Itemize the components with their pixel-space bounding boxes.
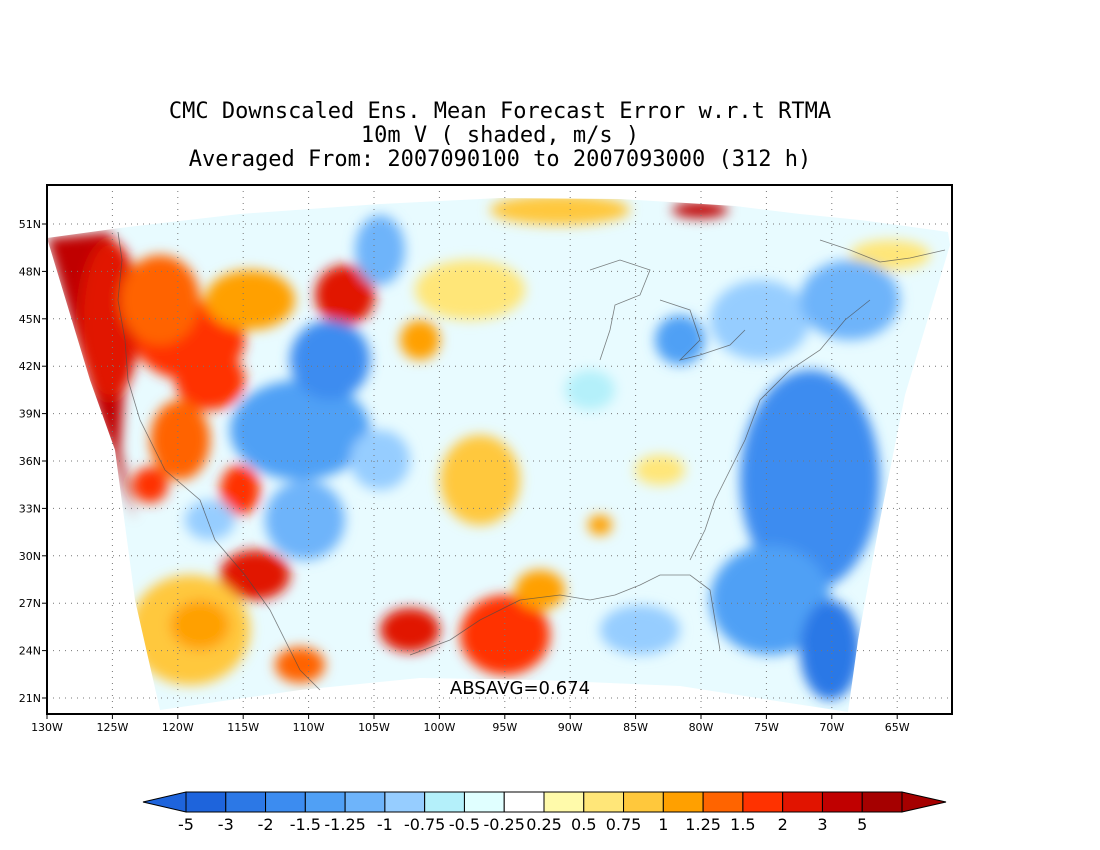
colorbar-box bbox=[543, 791, 585, 813]
colorbar-label: -3 bbox=[218, 815, 234, 834]
colorbar-labels: -5 -3 -2 -1.5 -1.25 -1 -0.75 -0.5 -0.25 0.25 0.5 0.… bbox=[178, 815, 867, 834]
lon-label: 100W bbox=[423, 721, 455, 734]
colorbar-label: -1.25 bbox=[324, 815, 365, 834]
colorbar-box bbox=[503, 791, 545, 813]
colorbar-label: 1.5 bbox=[730, 815, 755, 834]
colorbar-label: 3 bbox=[817, 815, 827, 834]
lat-label: 27N bbox=[19, 597, 41, 610]
lon-label: 115W bbox=[227, 721, 259, 734]
colorbar-label: -0.5 bbox=[449, 815, 480, 834]
absavg-annotation: ABSAVG=0.674 bbox=[450, 678, 590, 699]
colorbar-box bbox=[225, 791, 267, 813]
lat-label: 24N bbox=[19, 645, 41, 658]
lon-label: 85W bbox=[623, 721, 648, 734]
lat-label: 51N bbox=[19, 218, 41, 231]
longitude-labels: 130W 125W 120W 115W 110W 105W 100W 95W 90W 85W 80W… bbox=[31, 714, 910, 734]
colorbar-label: -2 bbox=[258, 815, 274, 834]
lat-label: 33N bbox=[19, 502, 41, 515]
coastlines bbox=[117, 231, 946, 691]
colorbar-label: -1.5 bbox=[290, 815, 321, 834]
title-block: CMC Downscaled Ens. Mean Forecast Error … bbox=[0, 100, 1000, 172]
lon-label: 110W bbox=[293, 721, 325, 734]
colorbar-box bbox=[185, 791, 227, 813]
colorbar-box bbox=[623, 791, 664, 813]
shaded-field bbox=[47, 198, 950, 712]
colorbar-box bbox=[782, 791, 823, 813]
lon-label: 130W bbox=[31, 721, 63, 734]
lat-label: 48N bbox=[19, 265, 41, 278]
colorbar-label: 2 bbox=[778, 815, 788, 834]
lat-label: 30N bbox=[19, 550, 41, 563]
colorbar-above-arrow bbox=[901, 791, 947, 813]
lon-label: 90W bbox=[558, 721, 583, 734]
lat-label: 42N bbox=[19, 360, 41, 373]
lon-label: 65W bbox=[885, 721, 910, 734]
lat-label: 21N bbox=[19, 692, 41, 705]
colorbar-box bbox=[424, 791, 465, 813]
colorbar-box bbox=[265, 791, 306, 813]
colorbar-label: 0.75 bbox=[606, 815, 642, 834]
latitude-labels: 51N 48N 45N 42N 39N 36N 33N 30N 27N 24N 21N bbox=[19, 218, 47, 705]
colorbar-label: 5 bbox=[857, 815, 867, 834]
colorbar-label: -1 bbox=[377, 815, 393, 834]
colorbar-label: -5 bbox=[178, 815, 194, 834]
colorbar-label: 0.5 bbox=[571, 815, 596, 834]
colorbar-label: -0.25 bbox=[484, 815, 525, 834]
colorbar-below-arrow bbox=[142, 791, 187, 813]
colorbar-box bbox=[742, 791, 784, 813]
colorbar-label: 1.25 bbox=[685, 815, 721, 834]
lon-label: 120W bbox=[162, 721, 194, 734]
lon-label: 125W bbox=[96, 721, 128, 734]
lat-label: 39N bbox=[19, 408, 41, 421]
colorbar-label: -0.75 bbox=[404, 815, 445, 834]
title-line-1: CMC Downscaled Ens. Mean Forecast Error … bbox=[168, 99, 832, 124]
lon-label: 95W bbox=[492, 721, 517, 734]
colorbar-box bbox=[384, 791, 426, 813]
grid-lines bbox=[47, 185, 952, 714]
lon-label: 80W bbox=[689, 721, 714, 734]
map-panel: 51N 48N 45N 42N 39N 36N 33N 30N 27N 24N 21N 130W 12… bbox=[19, 184, 953, 734]
colorbar-label: 0.25 bbox=[526, 815, 562, 834]
colorbar-box bbox=[821, 791, 863, 813]
colorbar-box bbox=[702, 791, 744, 813]
colorbar-boxes bbox=[185, 791, 903, 813]
colorbar-box bbox=[344, 791, 386, 813]
title-line-3: Averaged From: 2007090100 to 2007093000 … bbox=[188, 147, 812, 172]
colorbar-box bbox=[463, 791, 505, 813]
colorbar-box bbox=[304, 791, 346, 813]
colorbar-label: 1 bbox=[658, 815, 668, 834]
lat-label: 45N bbox=[19, 313, 41, 326]
colorbar-box bbox=[861, 791, 903, 813]
colorbar-box bbox=[662, 791, 704, 813]
lat-label: 36N bbox=[19, 455, 41, 468]
colorbar-box bbox=[583, 791, 625, 813]
lon-label: 105W bbox=[358, 721, 390, 734]
plot-frame bbox=[46, 184, 953, 715]
lon-label: 70W bbox=[819, 721, 844, 734]
title-line-2: 10m V ( shaded, m/s ) bbox=[360, 123, 640, 148]
lon-label: 75W bbox=[754, 721, 779, 734]
